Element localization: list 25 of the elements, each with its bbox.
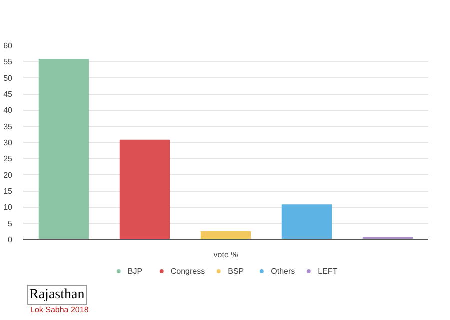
bar: [120, 140, 170, 240]
legend-label: BSP: [228, 266, 246, 276]
legend-label: LEFT: [318, 266, 338, 276]
y-tick-label: 55: [4, 58, 14, 67]
y-tick-label: 25: [4, 154, 14, 164]
y-tick-label: 50: [4, 74, 14, 83]
text: Rajasthan: [30, 288, 85, 302]
bar: [200, 231, 252, 240]
y-tick-label: 10: [4, 203, 14, 212]
y-tick-label: 35: [4, 122, 14, 132]
y-tick-label: 0: [8, 236, 14, 244]
legend-label: BJP: [128, 266, 144, 276]
bar: [38, 59, 90, 240]
y-tick-label: 30: [4, 138, 14, 148]
y-tick-label: 5: [8, 219, 14, 228]
bar: [282, 204, 332, 240]
y-tick-label: 45: [4, 90, 14, 99]
y-tick-label: 60: [4, 42, 14, 50]
y-tick-label: 20: [4, 170, 14, 180]
y-tick-label: 40: [4, 106, 14, 116]
legend-label: Congress: [170, 266, 206, 276]
text: Lok Sabha 2018: [30, 306, 90, 314]
legend-label: Others: [271, 266, 296, 276]
x-tick-label: vote %: [214, 250, 238, 260]
y-tick-label: 15: [4, 187, 14, 196]
